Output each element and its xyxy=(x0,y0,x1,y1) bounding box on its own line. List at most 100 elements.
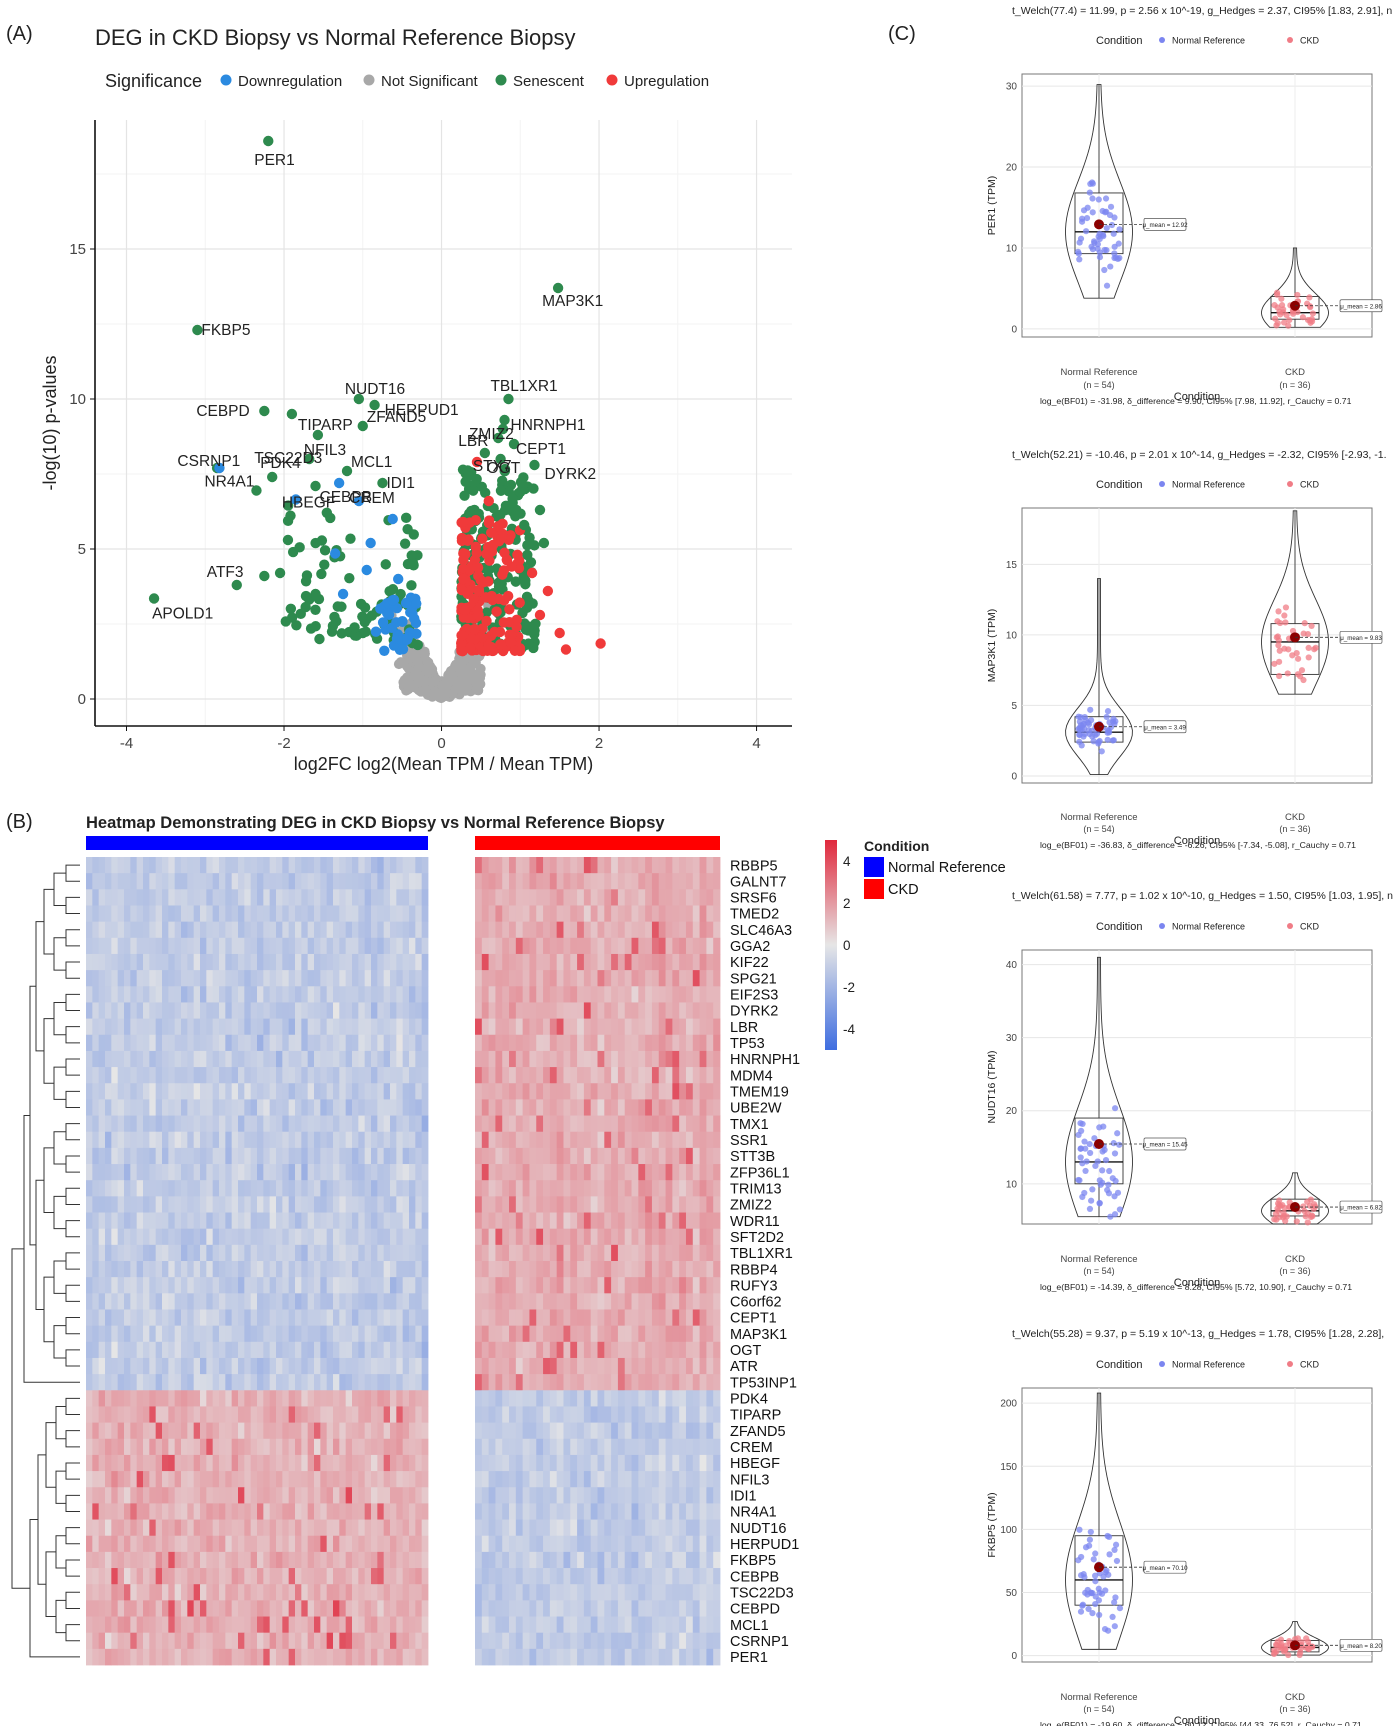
heatmap-cell xyxy=(156,857,163,874)
heatmap-cell xyxy=(611,905,618,922)
heatmap-cell xyxy=(377,1374,384,1391)
heatmap-cell xyxy=(396,922,403,939)
heatmap-cell xyxy=(523,1261,530,1278)
heatmap-cell xyxy=(327,1309,334,1326)
heatmap-cell xyxy=(403,1196,410,1213)
heatmap-cell xyxy=(244,1293,251,1310)
heatmap-cell xyxy=(543,1213,550,1230)
heatmap-cell xyxy=(659,1051,666,1068)
heatmap-cell xyxy=(618,1002,625,1019)
heatmap-cell xyxy=(679,986,686,1003)
heatmap-cell xyxy=(645,1277,652,1294)
heatmap-cell xyxy=(672,1309,679,1326)
heatmap-cell xyxy=(219,1374,226,1391)
heatmap-cells xyxy=(86,857,720,1665)
heatmap-cell xyxy=(557,1406,564,1423)
heatmap-cell xyxy=(638,1019,645,1036)
heatmap-cell xyxy=(105,857,112,874)
heatmap-cell xyxy=(377,986,384,1003)
heatmap-cell xyxy=(679,1019,686,1036)
heatmap-cell xyxy=(523,1067,530,1084)
heatmap-cell xyxy=(143,873,150,890)
heatmap-cell xyxy=(358,1439,365,1456)
heatmap-cell xyxy=(409,938,416,955)
heatmap-cell xyxy=(187,938,194,955)
heatmap-cell xyxy=(396,1002,403,1019)
heatmap-cell xyxy=(618,1148,625,1165)
heatmap-cell xyxy=(295,1116,302,1133)
heatmap-cell xyxy=(105,1309,112,1326)
heatmap-cell xyxy=(543,1455,550,1472)
heatmap-cell xyxy=(206,1035,213,1052)
heatmap-cell xyxy=(251,873,258,890)
heatmap-cell xyxy=(251,1002,258,1019)
heatmap-cell xyxy=(339,889,346,906)
heatmap-cell xyxy=(276,1358,283,1375)
heatmap-cell xyxy=(346,1051,353,1068)
heatmap-cell xyxy=(232,1439,239,1456)
heatmap-cell xyxy=(523,1277,530,1294)
heatmap-cell xyxy=(162,905,169,922)
heatmap-cell xyxy=(409,1406,416,1423)
heatmap-cell xyxy=(475,1019,482,1036)
heatmap-cell xyxy=(137,1067,144,1084)
heatmap-cell xyxy=(502,1277,509,1294)
heatmap-cell xyxy=(645,1245,652,1262)
heatmap-cell xyxy=(156,1342,163,1359)
heatmap-cell xyxy=(213,905,220,922)
heatmap-cell xyxy=(645,1051,652,1068)
heatmap-cell xyxy=(693,1423,700,1440)
heatmap-cell xyxy=(270,1455,277,1472)
heatmap-cell xyxy=(604,873,611,890)
heatmap-cell xyxy=(320,1196,327,1213)
heatmap-cell xyxy=(365,1116,372,1133)
heatmap-cell xyxy=(358,1035,365,1052)
heatmap-cell xyxy=(289,1309,296,1326)
heatmap-cell xyxy=(143,1099,150,1116)
heatmap-cell xyxy=(672,1439,679,1456)
heatmap-cell xyxy=(570,1051,577,1068)
heatmap-cell xyxy=(604,1083,611,1100)
heatmap-cell xyxy=(225,1083,232,1100)
heatmap-cell xyxy=(396,1180,403,1197)
heatmap-cell xyxy=(563,905,570,922)
heatmap-cell xyxy=(495,1261,502,1278)
heatmap-cell xyxy=(550,1002,557,1019)
heatmap-cell xyxy=(415,1019,422,1036)
heatmap-cell xyxy=(213,1423,220,1440)
heatmap-cell xyxy=(295,1293,302,1310)
heatmap-cell xyxy=(390,1051,397,1068)
heatmap-cell xyxy=(700,1164,707,1181)
heatmap-cell xyxy=(156,1455,163,1472)
heatmap-cell xyxy=(536,1051,543,1068)
heatmap-cell xyxy=(346,1374,353,1391)
heatmap-cell xyxy=(270,1342,277,1359)
heatmap-cell xyxy=(352,1213,359,1230)
heatmap-cell xyxy=(584,1326,591,1343)
heatmap-cell xyxy=(149,1455,156,1472)
heatmap-cell xyxy=(371,1390,378,1407)
heatmap-cell xyxy=(257,1261,264,1278)
heatmap-cell xyxy=(598,873,605,890)
heatmap-cell xyxy=(251,1164,258,1181)
heatmap-cell xyxy=(625,1051,632,1068)
x-tick-label: 2 xyxy=(595,735,603,752)
heatmap-cell xyxy=(99,1116,106,1133)
heatmap-cell xyxy=(693,986,700,1003)
heatmap-cell xyxy=(611,873,618,890)
heatmap-cell xyxy=(263,1002,270,1019)
heatmap-cell xyxy=(238,1132,245,1149)
heatmap-cell xyxy=(213,986,220,1003)
heatmap-cell xyxy=(276,1019,283,1036)
heatmap-cell xyxy=(638,1196,645,1213)
heatmap-cell xyxy=(99,1423,106,1440)
heatmap-cell xyxy=(679,1406,686,1423)
heatmap-cell xyxy=(475,1051,482,1068)
heatmap-cell xyxy=(632,1051,639,1068)
heatmap-cell xyxy=(577,1132,584,1149)
heatmap-cell xyxy=(86,857,93,874)
point-not-significant xyxy=(475,673,485,683)
heatmap-cell xyxy=(162,1229,169,1246)
heatmap-cell xyxy=(570,1326,577,1343)
heatmap-cell xyxy=(270,905,277,922)
